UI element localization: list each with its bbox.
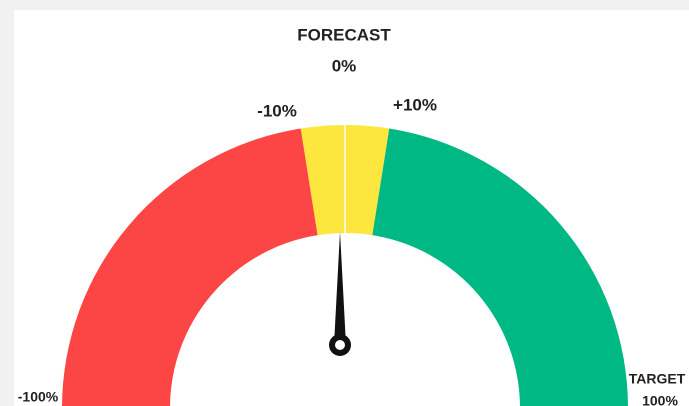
needle-group: [329, 232, 351, 356]
gauge-band: [62, 128, 318, 406]
tick-label: 0%: [332, 56, 357, 75]
tick-label: 100%: [642, 393, 678, 406]
tick-label: +10%: [393, 95, 437, 114]
chart-title: FORECAST: [297, 25, 391, 44]
tick-label: -100%: [18, 389, 59, 405]
bands: [62, 125, 628, 406]
needle-hole: [335, 340, 345, 350]
annotation: TARGET: [629, 371, 686, 387]
gauge-band: [372, 128, 628, 406]
tick-labels: -100% -10% 0% +10% 100%: [18, 56, 679, 406]
tick-label: -10%: [257, 101, 297, 120]
needle: [334, 232, 346, 345]
